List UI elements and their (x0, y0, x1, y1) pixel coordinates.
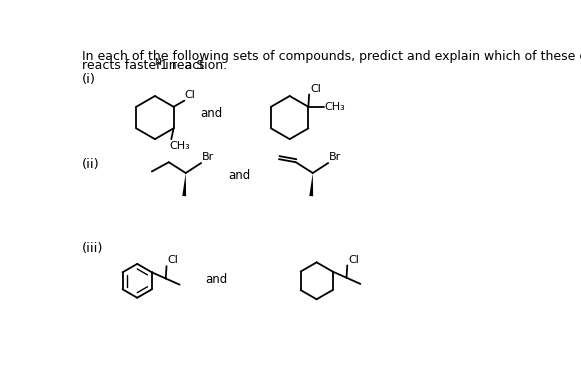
Text: N: N (154, 58, 161, 67)
Text: Br: Br (329, 152, 341, 162)
Polygon shape (182, 173, 186, 196)
Text: and: and (206, 273, 228, 286)
Text: Cl: Cl (348, 255, 359, 265)
Text: Br: Br (202, 152, 214, 162)
Text: (iii): (iii) (82, 242, 103, 255)
Text: CH₃: CH₃ (325, 102, 345, 112)
Text: 1 reaction.: 1 reaction. (160, 59, 227, 72)
Text: (ii): (ii) (82, 158, 99, 170)
Text: CH₃: CH₃ (169, 141, 190, 151)
Text: reacts faster in  a S: reacts faster in a S (82, 59, 204, 72)
Text: and: and (228, 169, 251, 182)
Text: Cl: Cl (184, 90, 195, 100)
Text: Cl: Cl (167, 255, 178, 265)
Text: In each of the following sets of compounds, predict and explain which of these c: In each of the following sets of compoun… (82, 50, 581, 63)
Text: (i): (i) (82, 73, 96, 86)
Text: and: and (200, 107, 223, 120)
Polygon shape (309, 173, 313, 196)
Text: Cl: Cl (310, 84, 321, 94)
